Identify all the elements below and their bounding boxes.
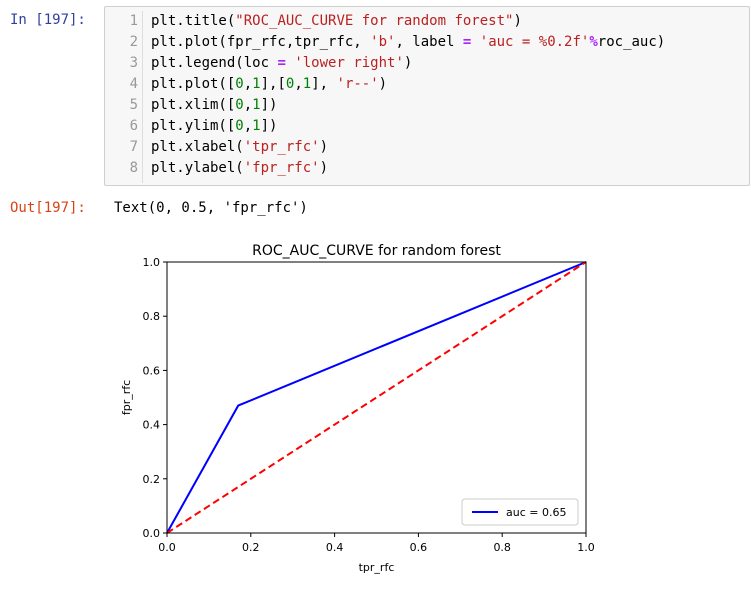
y-tick-label: 0.6 [143, 364, 161, 377]
code-line: plt.xlim([0,1]) [151, 95, 665, 116]
code-token: plt.plot(fpr_rfc,tpr_rfc, [151, 34, 371, 50]
line-number: 4 [129, 76, 138, 92]
code-token: 1 [252, 76, 261, 92]
y-tick-label: 0.0 [143, 527, 161, 540]
code-token: ) [319, 139, 329, 155]
code-token: plt.xlabel( [151, 139, 244, 155]
code-line: plt.legend(loc = 'lower right') [151, 53, 665, 74]
input-prompt: In [197]: [10, 12, 86, 28]
line-number: 8 [129, 160, 138, 176]
code-token: plt.legend(loc [151, 55, 278, 71]
x-tick-label: 0.4 [326, 541, 344, 554]
code-token: 'auc = %0.2f' [479, 34, 590, 50]
code-token: 0 [235, 97, 244, 113]
roc-curve-line [166, 261, 587, 534]
code-editor[interactable]: plt.title("ROC_AUC_CURVE for random fore… [151, 11, 665, 179]
code-token: ) [513, 13, 522, 29]
x-tick-label: 0.2 [242, 541, 260, 554]
x-tick-label: 0.8 [493, 541, 511, 554]
code-token: = [462, 34, 472, 50]
x-axis-label: tpr_rfc [359, 561, 395, 574]
line-numbers: 1 2 3 4 5 6 7 8 [105, 11, 143, 183]
code-token: % [589, 34, 598, 50]
code-token: plt.ylabel( [151, 160, 244, 176]
code-token: , [294, 76, 303, 92]
x-tick-label: 1.0 [577, 541, 595, 554]
legend-label: auc = 0.65 [506, 506, 566, 519]
code-token: ]) [260, 97, 278, 113]
code-token: 1 [252, 118, 261, 134]
code-line: plt.plot([0,1],[0,1], 'r--') [151, 74, 665, 95]
line-number: 6 [129, 118, 138, 134]
code-line: plt.title("ROC_AUC_CURVE for random fore… [151, 11, 665, 32]
code-line: plt.plot(fpr_rfc,tpr_rfc, 'b', label = '… [151, 32, 665, 53]
code-token: "ROC_AUC_CURVE for random forest" [235, 13, 514, 29]
output-text: Text(0, 0.5, 'fpr_rfc') [114, 200, 308, 216]
code-token: 0 [235, 118, 244, 134]
code-token: 'lower right' [294, 55, 404, 71]
line-number: 2 [129, 34, 138, 50]
y-tick-label: 0.2 [143, 473, 161, 486]
code-token: = [277, 55, 286, 71]
diagonal-reference-line [166, 261, 587, 534]
code-token: 1 [302, 76, 312, 92]
line-number: 5 [129, 97, 138, 113]
code-token: plt.xlim([ [151, 97, 236, 113]
code-token: plt.plot([ [151, 76, 236, 92]
y-tick-label: 0.8 [143, 310, 161, 323]
code-token: 0 [235, 76, 244, 92]
code-token: ) [403, 55, 413, 71]
code-token: , [243, 76, 253, 92]
code-token: ], [311, 76, 337, 92]
line-number: 7 [129, 139, 138, 155]
y-tick-label: 0.4 [143, 419, 161, 432]
code-token: 'tpr_rfc' [243, 139, 320, 155]
chart-title: ROC_AUC_CURVE for random forest [252, 243, 501, 259]
code-token: 'b' [370, 34, 396, 50]
code-token: , [243, 97, 253, 113]
x-tick-label: 0.0 [158, 541, 176, 554]
code-token: plt.title( [151, 13, 236, 29]
code-token: 'fpr_rfc' [243, 160, 320, 176]
line-number: 1 [129, 13, 138, 29]
legend-box [461, 498, 579, 526]
code-token: roc_auc) [597, 34, 666, 50]
code-token: ) [378, 76, 388, 92]
code-token: ]) [260, 118, 278, 134]
output-prompt: Out[197]: [10, 200, 86, 216]
code-line: plt.xlabel('tpr_rfc') [151, 137, 665, 158]
code-token: ],[ [260, 76, 286, 92]
code-token: , label [395, 34, 463, 50]
code-line: plt.ylim([0,1]) [151, 116, 665, 137]
code-token: 0 [285, 76, 295, 92]
code-token: 'r--' [336, 76, 379, 92]
line-number: 3 [129, 55, 138, 71]
code-token: ) [319, 160, 329, 176]
code-token: , [243, 118, 253, 134]
y-axis-label: fpr_rfc [120, 380, 133, 415]
code-token: 1 [252, 97, 261, 113]
y-tick-label: 1.0 [143, 256, 161, 269]
code-line: plt.ylabel('fpr_rfc') [151, 158, 665, 179]
code-token: plt.ylim([ [151, 118, 236, 134]
code-cell-input[interactable]: 1 2 3 4 5 6 7 8 plt.title("ROC_AUC_CURVE for ra… [104, 6, 750, 186]
x-tick-label: 0.6 [410, 541, 428, 554]
axes-frame [166, 261, 587, 534]
